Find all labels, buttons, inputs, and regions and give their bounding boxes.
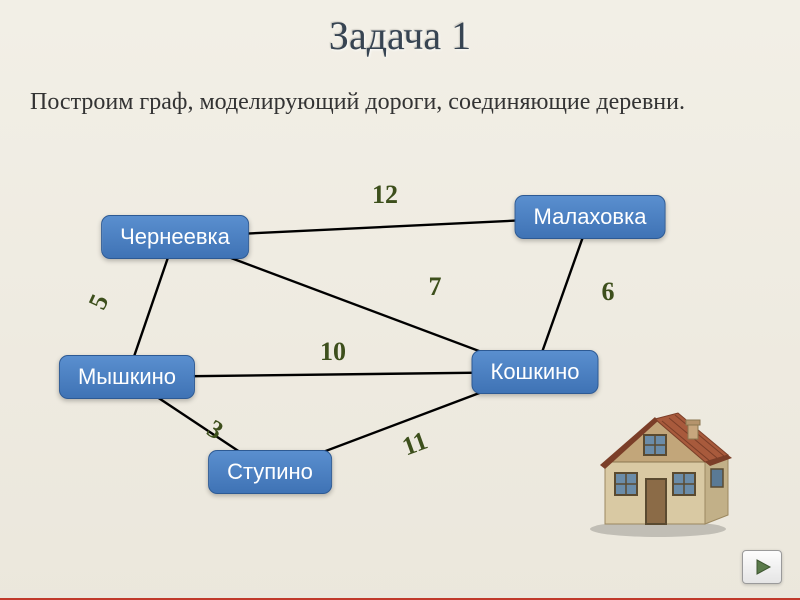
- node-malahovka: Малаховка: [515, 195, 666, 239]
- edge-weight: 7: [429, 272, 442, 302]
- problem-statement: Построим граф, моделирующий дороги, соед…: [30, 86, 770, 118]
- edge-weight: 10: [320, 337, 346, 367]
- node-myshkino: Мышкино: [59, 355, 195, 399]
- node-koshkino: Кошкино: [472, 350, 599, 394]
- edge-weight: 12: [372, 180, 398, 210]
- play-icon: [743, 551, 781, 583]
- edge: [535, 217, 590, 372]
- edge-weight: 6: [602, 277, 615, 307]
- node-cherneevka: Чернеевка: [101, 215, 249, 259]
- edge-weight: 5: [83, 290, 116, 314]
- house-illustration: [580, 407, 735, 542]
- page-title: Задача 1: [0, 12, 800, 59]
- next-slide-button[interactable]: [742, 550, 782, 584]
- node-stupino: Ступино: [208, 450, 332, 494]
- edge-weight: 11: [398, 426, 431, 463]
- edge-weight: 3: [202, 414, 229, 446]
